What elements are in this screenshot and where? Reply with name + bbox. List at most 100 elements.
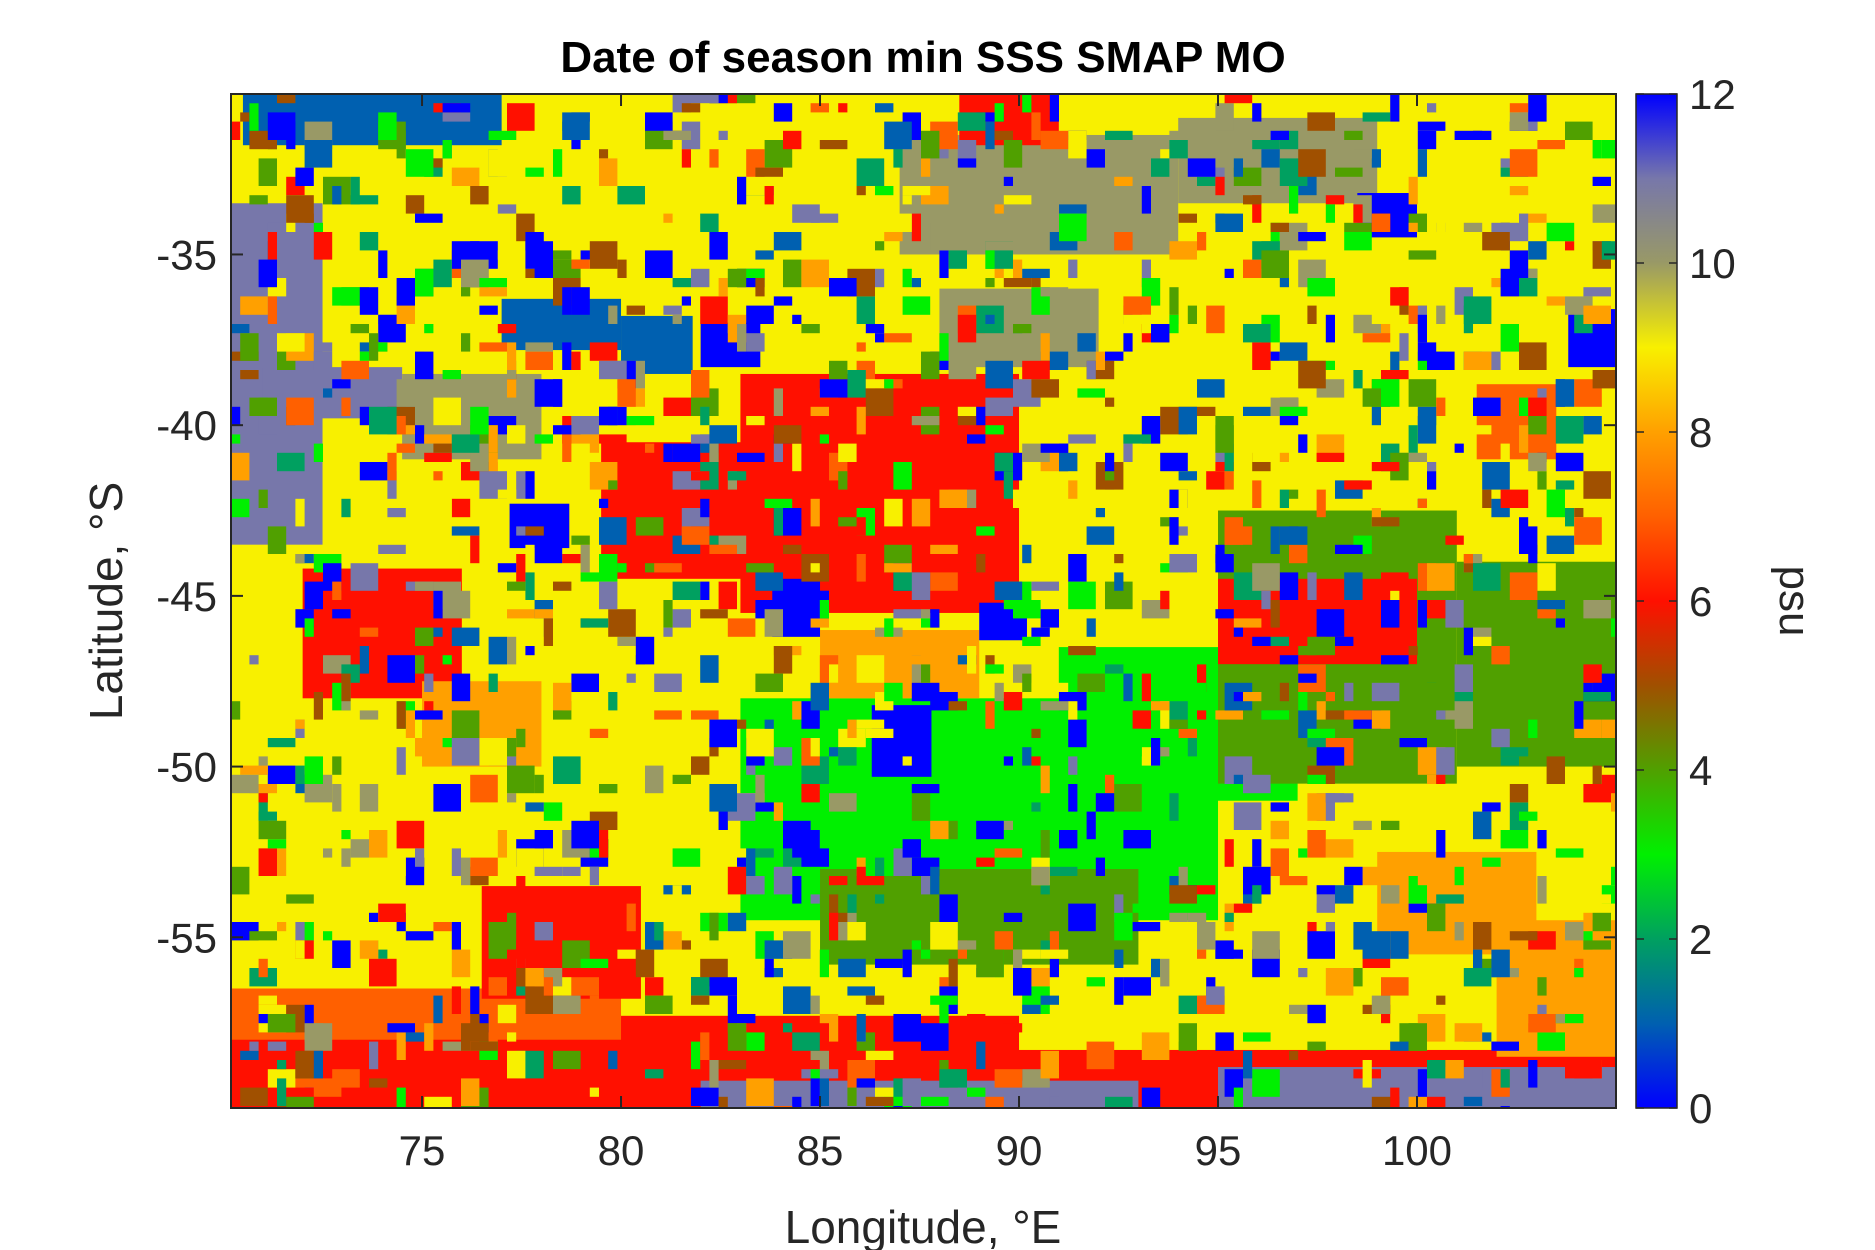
heatmap-cell [681,296,691,306]
heatmap-cell [1252,480,1262,508]
heatmap-cell [1592,176,1611,186]
heatmap-cell [994,333,1023,361]
heatmap-cell [433,590,443,619]
heatmap-cell [571,416,599,435]
heatmap-cell [810,1078,820,1106]
heatmap-cell [488,940,507,959]
heatmap-cell [1197,176,1216,186]
heatmap-cell [1473,563,1501,591]
heatmap-cell [599,784,618,794]
heatmap-cell [1068,581,1096,610]
heatmap-cell [1537,600,1565,610]
heatmap-cell [1353,149,1372,159]
heatmap-cell [1068,756,1078,775]
heatmap-cell [921,130,940,159]
heatmap-cell [626,416,655,426]
heatmap-cell [1086,1041,1115,1070]
heatmap-cell [1362,931,1391,959]
heatmap-cell [534,866,563,876]
heatmap-cell [378,544,406,554]
heatmap-cell [654,673,682,692]
heatmap-cell [571,673,599,692]
heatmap-cell [1362,388,1381,407]
heatmap-cell [369,1041,379,1070]
heatmap-cell [286,1096,314,1106]
heatmap-cell [534,922,553,941]
heatmap-cell [1059,213,1087,242]
heatmap-cell [442,112,471,122]
heatmap-cell [1473,176,1492,205]
heatmap-cell [700,1032,710,1060]
colorbar-label: psu [1770,566,1819,637]
heatmap-cell [911,940,921,950]
heatmap-cell [277,333,305,352]
heatmap-cell [258,848,277,876]
heatmap-cell [304,140,333,168]
heatmap-cell [985,121,995,150]
heatmap-cell [1583,305,1611,324]
heatmap-cell [902,756,912,766]
heatmap-cell [433,922,452,932]
heatmap-cell [911,498,931,527]
heatmap-cell [359,406,369,426]
heatmap-cell [654,710,682,720]
x-tick-label: 75 [399,1127,446,1174]
heatmap-cell [1243,692,1262,702]
heatmap-cell [847,370,866,398]
heatmap-cell [645,443,655,453]
heatmap-cell [1528,1014,1556,1033]
heatmap-cell [1445,535,1464,545]
heatmap-cell [792,443,802,472]
heatmap-cell [562,554,581,564]
heatmap-cell [902,296,931,315]
heatmap-cell [1233,802,1262,830]
heatmap-cell [1555,379,1575,407]
heatmap-cell [1298,848,1308,858]
heatmap-cell [985,314,995,324]
heatmap-cell [681,149,691,168]
heatmap-cell [626,305,645,315]
heatmap-cell [534,544,563,564]
heatmap-cell [792,1096,802,1108]
heatmap-cell [608,480,618,490]
heatmap-cell [249,195,268,205]
heatmap-cell [267,296,277,324]
heatmap-cell [396,590,415,610]
heatmap-cell [994,452,1013,472]
heatmap-cell [985,360,1013,389]
heatmap-cell [1114,912,1133,941]
heatmap-cell [1022,747,1032,766]
heatmap-cell [1592,370,1616,389]
heatmap-cell [875,857,885,876]
heatmap-cell [1344,572,1363,600]
heatmap-cell [396,1087,406,1108]
heatmap-cell [1519,425,1529,453]
heatmap-cell [709,94,728,104]
heatmap-cell [1197,710,1207,720]
heatmap-cell [1565,1060,1593,1079]
heatmap-cell [507,1032,517,1042]
heatmap-cell [258,259,277,288]
heatmap-cell [258,489,268,508]
heatmap-cell [994,848,1023,858]
heatmap-cell [1473,397,1501,416]
heatmap-cell [672,848,701,867]
colorbar: 0 2 4 6 8 10 12 [1635,71,1736,1132]
heatmap-cell [921,1023,949,1051]
colorbar-tick-label: 0 [1689,1085,1712,1132]
heatmap-cell [497,489,517,499]
heatmap-cell [267,526,287,554]
heatmap-cell [773,866,793,895]
heatmap-cell [1298,968,1308,978]
heatmap-cell [1546,222,1575,242]
heatmap-cell [884,618,894,637]
heatmap-cell [976,112,1004,122]
heatmap-cell [1463,296,1492,324]
heatmap-cell [1169,885,1197,904]
heatmap-cell [1509,931,1538,941]
heatmap-cell [663,351,673,361]
heatmap-cell [1160,149,1179,159]
heatmap-cell [1307,931,1335,959]
heatmap-cell [1344,480,1372,490]
heatmap-cell [507,379,517,398]
